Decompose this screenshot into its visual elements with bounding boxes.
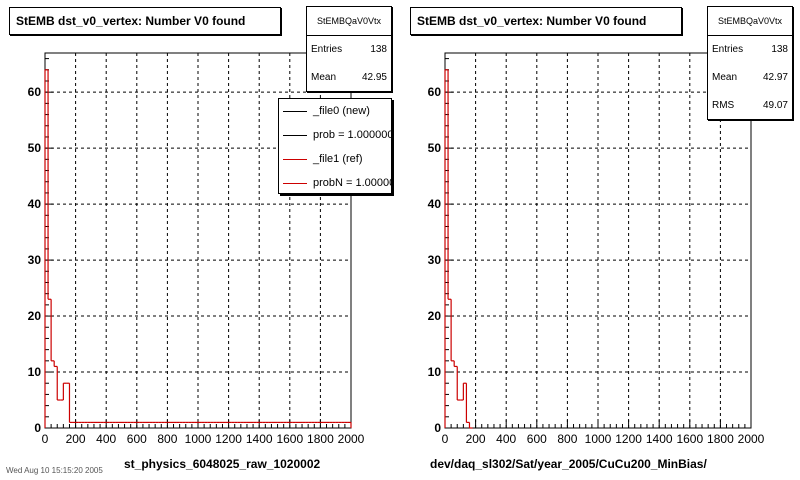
x-tick-label: 400 [96, 432, 116, 446]
x-tick-label: 1000 [585, 432, 612, 446]
y-tick-label: 40 [28, 197, 42, 211]
x-tick-label: 400 [496, 432, 516, 446]
legend-label-probn: probN = 1.000000 [313, 177, 391, 189]
x-tick-label: 200 [66, 432, 86, 446]
legend-label-new: _file0 (new) [313, 105, 370, 117]
stats-box-left: StEMBQaV0Vtx Entries 138 Mean 42.95 [306, 6, 392, 92]
x-tick-label: 1000 [185, 432, 212, 446]
stats-mean-value: 42.97 [762, 72, 788, 83]
legend-entry-ref: _file1 (ref) [279, 147, 391, 171]
y-tick-label: 0 [34, 421, 41, 435]
series-0 [44, 69, 352, 428]
x-tick-label: 800 [157, 432, 177, 446]
y-tick-label: 0 [434, 421, 441, 435]
x-tick-label: 1800 [307, 432, 334, 446]
x-axis-label-right: dev/daq_sl302/Sat/year_2005/CuCu200_MinB… [430, 457, 707, 471]
stats-rms-value: 49.07 [762, 100, 788, 111]
x-tick-label: 1200 [615, 432, 642, 446]
x-tick-label: 1600 [676, 432, 703, 446]
stats-entries-row: Entries 138 [708, 36, 792, 64]
x-tick-label: 1600 [276, 432, 303, 446]
x-tick-label: 200 [466, 432, 486, 446]
legend-entry-new: _file0 (new) [279, 99, 391, 123]
histogram-right: 0 200 400 600 800 1000 1200 1400 1600 1800 2000010… [428, 52, 765, 446]
y-tick-label: 40 [428, 197, 442, 211]
stats-rms-label: RMS [712, 100, 735, 111]
y-tick-label: 20 [428, 309, 442, 323]
legend-line-ref [283, 159, 307, 160]
stats-entries-label: Entries [311, 44, 343, 55]
histogram-pad-left: 0 200 400 600 800 1000 1200 1400 1600 1800 2000 0 10… [9, 6, 392, 471]
legend-entry-probn: probN = 1.000000 [279, 171, 391, 193]
x-tick-label: 2000 [338, 432, 365, 446]
chart-title-right: StEMB dst_v0_vertex: Number V0 found [410, 7, 682, 35]
timestamp-footer: Wed Aug 10 15:15:20 2005 [6, 466, 103, 475]
y-tick-label: 50 [428, 141, 442, 155]
legend-line-probn [283, 183, 307, 184]
stats-entries-value: 138 [370, 44, 387, 55]
x-tick-label: 0 [442, 432, 449, 446]
legend-label-prob: prob = 1.000000 [313, 129, 392, 141]
x-tick-label: 1400 [646, 432, 673, 446]
y-tick-label: 30 [28, 253, 42, 267]
y-tick-label: 50 [28, 141, 42, 155]
y-tick-label: 10 [28, 365, 42, 379]
stats-name: StEMBQaV0Vtx [307, 7, 391, 36]
series-0 [444, 69, 473, 429]
stats-mean-row: Mean 42.95 [307, 64, 391, 92]
y-tick-label: 60 [428, 85, 442, 99]
x-tick-label: 600 [127, 432, 147, 446]
legend-entry-prob: prob = 1.000000 [279, 123, 391, 147]
x-tick-label: 1200 [215, 432, 242, 446]
stats-rms-row: RMS 49.07 [708, 92, 792, 120]
legend-line-new [283, 111, 307, 112]
stats-entries-value: 138 [771, 44, 788, 55]
x-tick-label: 0 [42, 432, 49, 446]
stats-box-right: StEMBQaV0Vtx Entries 138 Mean 42.97 RMS … [707, 6, 793, 120]
stats-entries-row: Entries 138 [307, 36, 391, 64]
y-tick-label: 60 [28, 85, 42, 99]
stats-mean-value: 42.95 [361, 72, 387, 83]
x-axis-label-left: st_physics_6048025_raw_1020002 [124, 457, 321, 471]
legend-label-ref: _file1 (ref) [313, 153, 363, 165]
x-tick-label: 800 [557, 432, 577, 446]
stats-entries-label: Entries [712, 44, 744, 55]
stats-name: StEMBQaV0Vtx [708, 7, 792, 36]
y-tick-label: 10 [428, 365, 442, 379]
x-tick-label: 2000 [738, 432, 765, 446]
stats-mean-label: Mean [311, 72, 337, 83]
histogram-pad-right: 0 200 400 600 800 1000 1200 1400 1600 1800 2000 0 10… [400, 0, 800, 480]
x-tick-label: 600 [527, 432, 547, 446]
legend: _file0 (new) prob = 1.000000 _file1 (ref… [278, 98, 392, 194]
chart-title-left: StEMB dst_v0_vertex: Number V0 found [9, 7, 281, 35]
y-tick-label: 20 [28, 309, 42, 323]
x-tick-label: 1400 [246, 432, 273, 446]
legend-line-prob [283, 135, 307, 136]
stats-mean-row: Mean 42.97 [708, 64, 792, 92]
x-tick-label: 1800 [707, 432, 734, 446]
stats-mean-label: Mean [712, 72, 738, 83]
y-tick-label: 30 [428, 253, 442, 267]
